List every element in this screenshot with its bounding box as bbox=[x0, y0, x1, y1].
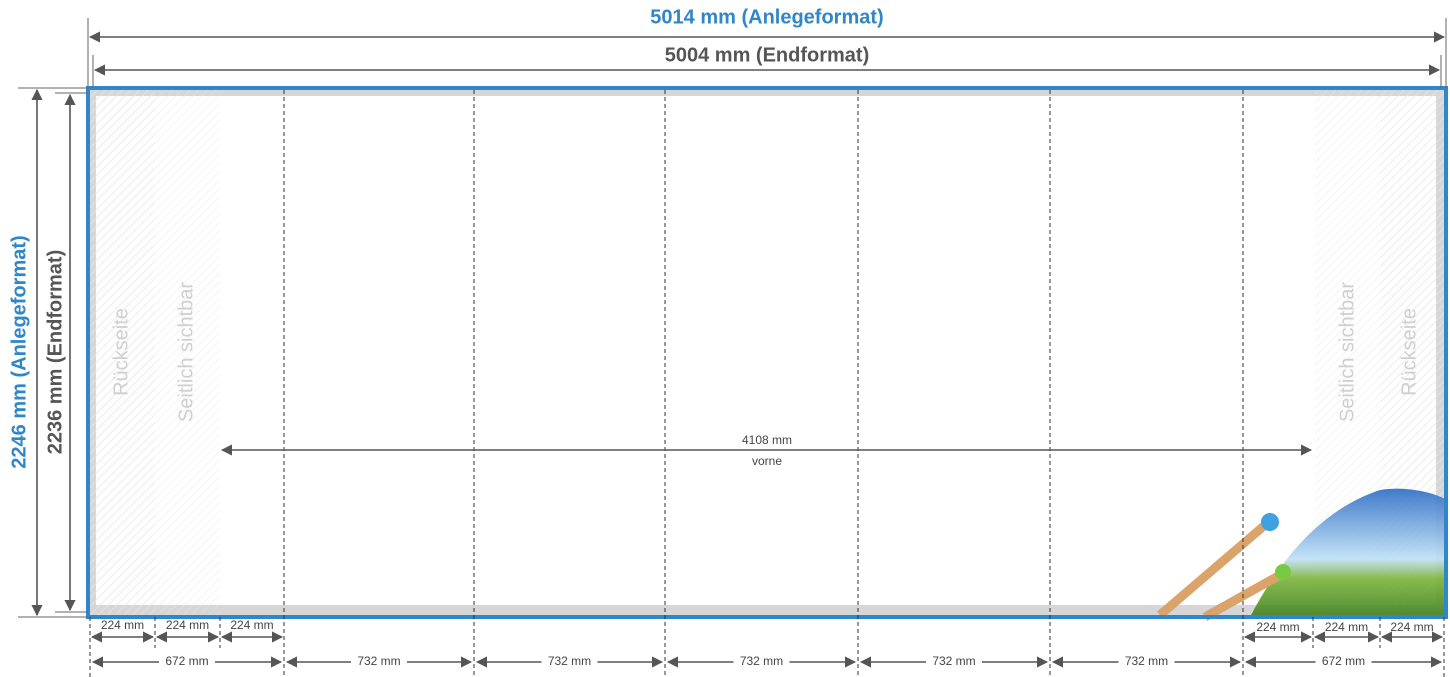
label-bg bbox=[1315, 654, 1372, 670]
label-bg bbox=[1118, 654, 1175, 670]
segment-label: 224 mm bbox=[230, 618, 273, 632]
front-width: 4108 mm bbox=[742, 433, 792, 447]
zone-label: Seitlich sichtbar bbox=[175, 282, 197, 422]
height-final: 2236 mm (Endformat) bbox=[44, 250, 66, 455]
label-bg bbox=[541, 654, 598, 670]
width-bleed: 5014 mm (Anlegeformat) bbox=[650, 6, 883, 28]
panel-label: 732 mm bbox=[548, 654, 591, 668]
panel-label: 732 mm bbox=[1125, 654, 1168, 668]
segment-label: 224 mm bbox=[1325, 620, 1368, 634]
label-bg bbox=[926, 654, 982, 670]
panel-label: 672 mm bbox=[165, 654, 208, 668]
panel-label: 732 mm bbox=[740, 654, 783, 668]
zone-label: Seitlich sichtbar bbox=[1336, 282, 1358, 422]
segment-label: 224 mm bbox=[1256, 620, 1299, 634]
width-final: 5004 mm (Endformat) bbox=[665, 44, 870, 66]
panel-label: 732 mm bbox=[932, 654, 975, 668]
panel-label: 672 mm bbox=[1322, 654, 1365, 668]
segment-label: 224 mm bbox=[1390, 620, 1433, 634]
panel bbox=[86, 86, 1448, 621]
label-bg bbox=[733, 654, 790, 670]
segment-label: 224 mm bbox=[101, 618, 144, 632]
height-bleed: 2246 mm (Anlegeformat) bbox=[8, 235, 30, 468]
panel-label: 732 mm bbox=[357, 654, 400, 668]
segment-label: 224 mm bbox=[166, 618, 209, 632]
zone-label: Rückseite bbox=[110, 308, 132, 396]
front-label: vorne bbox=[752, 454, 782, 468]
zone-label: Rückseite bbox=[1398, 308, 1420, 396]
label-bg bbox=[159, 654, 215, 670]
label-bg bbox=[351, 654, 407, 670]
